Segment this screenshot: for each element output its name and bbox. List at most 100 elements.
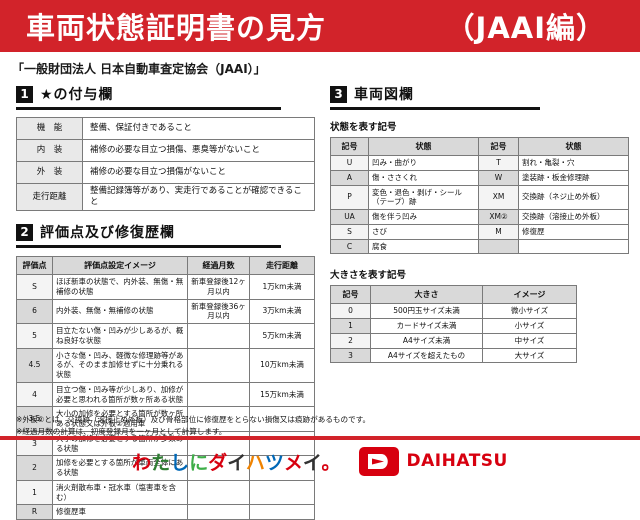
evaluation-table: 評価点 評価点設定イメージ 経過月数 走行距離 S ほぼ新車の状態で、内外装、無傷… <box>16 256 315 520</box>
table-cell: 2 <box>330 332 371 349</box>
table-row: S さび M 修復歴 <box>330 223 629 240</box>
column-header: 評価点 <box>16 256 53 276</box>
column-header: 状態 <box>368 137 479 156</box>
table-cell: 交換跡（溶接止め外板） <box>518 209 629 225</box>
table-cell: 2 <box>16 455 53 481</box>
table-cell: 凹み・曲がり <box>368 155 479 171</box>
left-column: 1 ★の付与欄 機 能整備、保証付きであること内 装補修の必要な目立つ損傷、悪臭… <box>16 84 318 520</box>
table-row: 5 目立たない傷・凹みが少しあるが、概ね良好な状態 5万km未満 <box>16 323 315 349</box>
table-cell: 目立たない傷・凹みが少しあるが、概ね良好な状態 <box>52 323 188 349</box>
table-row: 0 500円玉サイズ未満 微小サイズ <box>330 303 577 319</box>
state-symbols-label: 状態を表す記号 <box>330 122 397 133</box>
table-cell: A4サイズ未満 <box>370 332 483 349</box>
table-cell: 3.5 <box>16 406 53 432</box>
table-cell: 修復歴車 <box>52 504 188 520</box>
table-cell: W <box>478 169 519 186</box>
daihatsu-d-mark-icon <box>358 446 399 476</box>
section-star-heading: 1 ★の付与欄 <box>16 84 281 110</box>
table-cell: 傷を伴う凹み <box>368 209 479 225</box>
table-row: A 傷・ささくれ W 塗装跡・板金修理跡 <box>330 169 629 186</box>
table-header-row: 記号 状態 記号 状態 <box>330 137 629 156</box>
section-number-badge: 1 <box>16 85 33 103</box>
table-cell: 1万km未満 <box>249 274 315 300</box>
table-cell: 大小の加修を必要とする箇所が数ヶ所ある状態又は外板②適用車 <box>52 406 188 432</box>
table-cell: 大サイズ <box>482 347 577 364</box>
table-cell: S <box>330 223 369 240</box>
table-cell: さび <box>368 223 479 240</box>
table-cell: T <box>478 155 519 171</box>
column-header: 記号 <box>330 137 369 156</box>
column-header: 記号 <box>478 137 519 156</box>
table-row: 1 カードサイズ未満 小サイズ <box>330 318 577 334</box>
size-symbols-label: 大きさを表す記号 <box>330 270 407 282</box>
footnotes: ※外板②とは、交換跡（溶接止め外板）及び骨格部位に修復歴をとらない損傷又は痕跡が… <box>16 414 626 438</box>
table-cell: 3万km未満 <box>249 298 315 325</box>
section-number-badge: 3 <box>330 85 347 103</box>
table-row: 内 装補修の必要な目立つ損傷、悪臭等がないこと <box>16 139 315 162</box>
slogan-char: ハ <box>245 451 265 474</box>
table-row: 機 能整備、保証付きであること <box>16 117 315 140</box>
slogan-char: ツ <box>264 451 284 474</box>
section-evaluation-title: 評価点及び修復歴欄 <box>40 225 175 242</box>
slogan-char: わ <box>132 451 152 474</box>
column-header: 走行距離 <box>249 256 315 276</box>
table-cell: 補修の必要な目立つ損傷、悪臭等がないこと <box>82 139 315 162</box>
table-cell: 小サイズ <box>482 318 577 334</box>
table-row: 4.5 小さな傷・凹み、軽微な修理跡等があるが、そのまま加修せずに十分乗れる状態 1… <box>16 347 315 383</box>
table-row: R 修復歴車 <box>16 504 315 520</box>
slogan-char: 。 <box>321 451 341 474</box>
table-cell: 微小サイズ <box>482 303 577 319</box>
column-header: 大きさ <box>370 285 483 305</box>
slogan-char: ダ <box>208 451 228 474</box>
table-cell <box>187 479 250 506</box>
table-cell: A <box>330 169 369 186</box>
slogan-char: た <box>151 451 171 474</box>
right-column: 3 車両図欄 状態を表す記号 記号 状態 記号 状態 U 凹み・曲がり T 割れ・亀裂… <box>330 84 630 364</box>
table-cell: 内外装、無傷・無補修の状態 <box>52 298 188 325</box>
table-cell: 1 <box>330 318 371 334</box>
slogan-char: イ <box>302 451 322 474</box>
table-cell: 1 <box>16 479 53 506</box>
table-cell <box>187 504 250 520</box>
daihatsu-wordmark: DAIHATSU <box>406 451 508 471</box>
table-row: C 腐食 <box>330 238 629 255</box>
table-cell: 新車登録後12ヶ月以内 <box>187 274 250 300</box>
table-cell: 変色・退色・剥げ・シール（テープ）跡 <box>368 184 479 210</box>
table-cell: 修復歴 <box>518 223 629 240</box>
table-cell <box>249 479 315 506</box>
table-cell: 10万km未満 <box>249 347 315 383</box>
slogan-char: に <box>189 451 209 474</box>
table-row: 4 目立つ傷・凹み等が少しあり、加修が必要と思われる箇所が数ヶ所ある状態 15万km… <box>16 381 315 408</box>
header-bar: 車両状態証明書の見方 （JAAI編） <box>0 0 640 52</box>
page-title-edition: （JAAI編） <box>445 11 606 45</box>
table-row: 3 A4サイズを超えたもの 大サイズ <box>330 347 577 364</box>
state-symbols-table: 記号 状態 記号 状態 U 凹み・曲がり T 割れ・亀裂・穴 A 傷・ささくれ W 塗装跡・板… <box>330 137 629 255</box>
table-row: UA 傷を伴う凹み XM② 交換跡（溶接止め外板） <box>330 209 629 225</box>
table-row: 2 A4サイズ未満 中サイズ <box>330 332 577 349</box>
slogan-char: メ <box>283 451 303 474</box>
table-row: 6 内外装、無傷・無補修の状態 新車登録後36ヶ月以内 3万km未満 <box>16 298 315 325</box>
table-row: 3.5 大小の加修を必要とする箇所が数ヶ所ある状態又は外板②適用車 <box>16 406 315 432</box>
table-cell: 小さな傷・凹み、軽微な修理跡等があるが、そのまま加修せずに十分乗れる状態 <box>52 347 188 383</box>
table-row: P 変色・退色・剥げ・シール（テープ）跡 XM 交換跡（ネジ止め外板） <box>330 184 629 210</box>
table-cell: UA <box>330 209 369 225</box>
slogan-char: し <box>170 451 190 474</box>
table-cell: 傷・ささくれ <box>368 169 479 186</box>
table-row: 2 加修を必要とする箇所が車両全体にある状態 <box>16 455 315 481</box>
table-cell: 整備、保証付きであること <box>82 117 315 140</box>
section-number-badge: 2 <box>16 223 33 241</box>
table-cell <box>249 406 315 432</box>
table-cell: 交換跡（ネジ止め外板） <box>518 184 629 210</box>
column-header: イメージ <box>482 285 577 305</box>
table-row: 走行距離 整備記録簿等があり、実走行であることが確認できること <box>16 182 315 212</box>
slogan-char: イ <box>227 451 246 474</box>
column-header: 評価点設定イメージ <box>52 256 188 276</box>
column-header: 記号 <box>330 285 371 305</box>
table-cell: 割れ・亀裂・穴 <box>518 155 629 171</box>
page-title: 車両状態証明書の見方 <box>26 11 327 45</box>
table-cell: 走行距離 <box>16 182 83 212</box>
table-row: U 凹み・曲がり T 割れ・亀裂・穴 <box>330 155 629 171</box>
table-cell: 500円玉サイズ未満 <box>370 303 483 319</box>
table-cell: 3 <box>16 430 53 457</box>
table-cell: 4 <box>16 381 53 408</box>
